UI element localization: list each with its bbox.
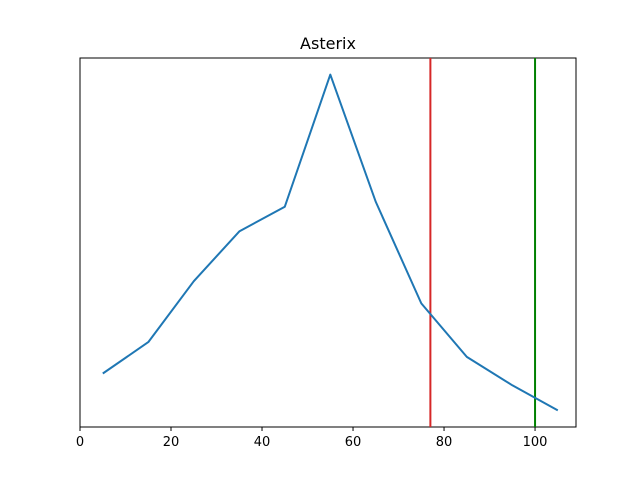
x-axis: 0 20 40 60 80 100 bbox=[76, 427, 548, 450]
x-tick-label: 0 bbox=[76, 435, 84, 450]
x-tick-label: 80 bbox=[436, 435, 453, 450]
vertical-lines bbox=[429, 58, 537, 427]
x-tick-label: 60 bbox=[345, 435, 362, 450]
x-tick-label: 100 bbox=[523, 435, 548, 450]
chart-title: Asterix bbox=[300, 34, 356, 53]
x-tick-label: 40 bbox=[254, 435, 271, 450]
series-line-1 bbox=[102, 73, 559, 412]
x-tick-label: 20 bbox=[163, 435, 180, 450]
plot-area bbox=[79, 57, 577, 428]
series-layer bbox=[102, 73, 559, 412]
